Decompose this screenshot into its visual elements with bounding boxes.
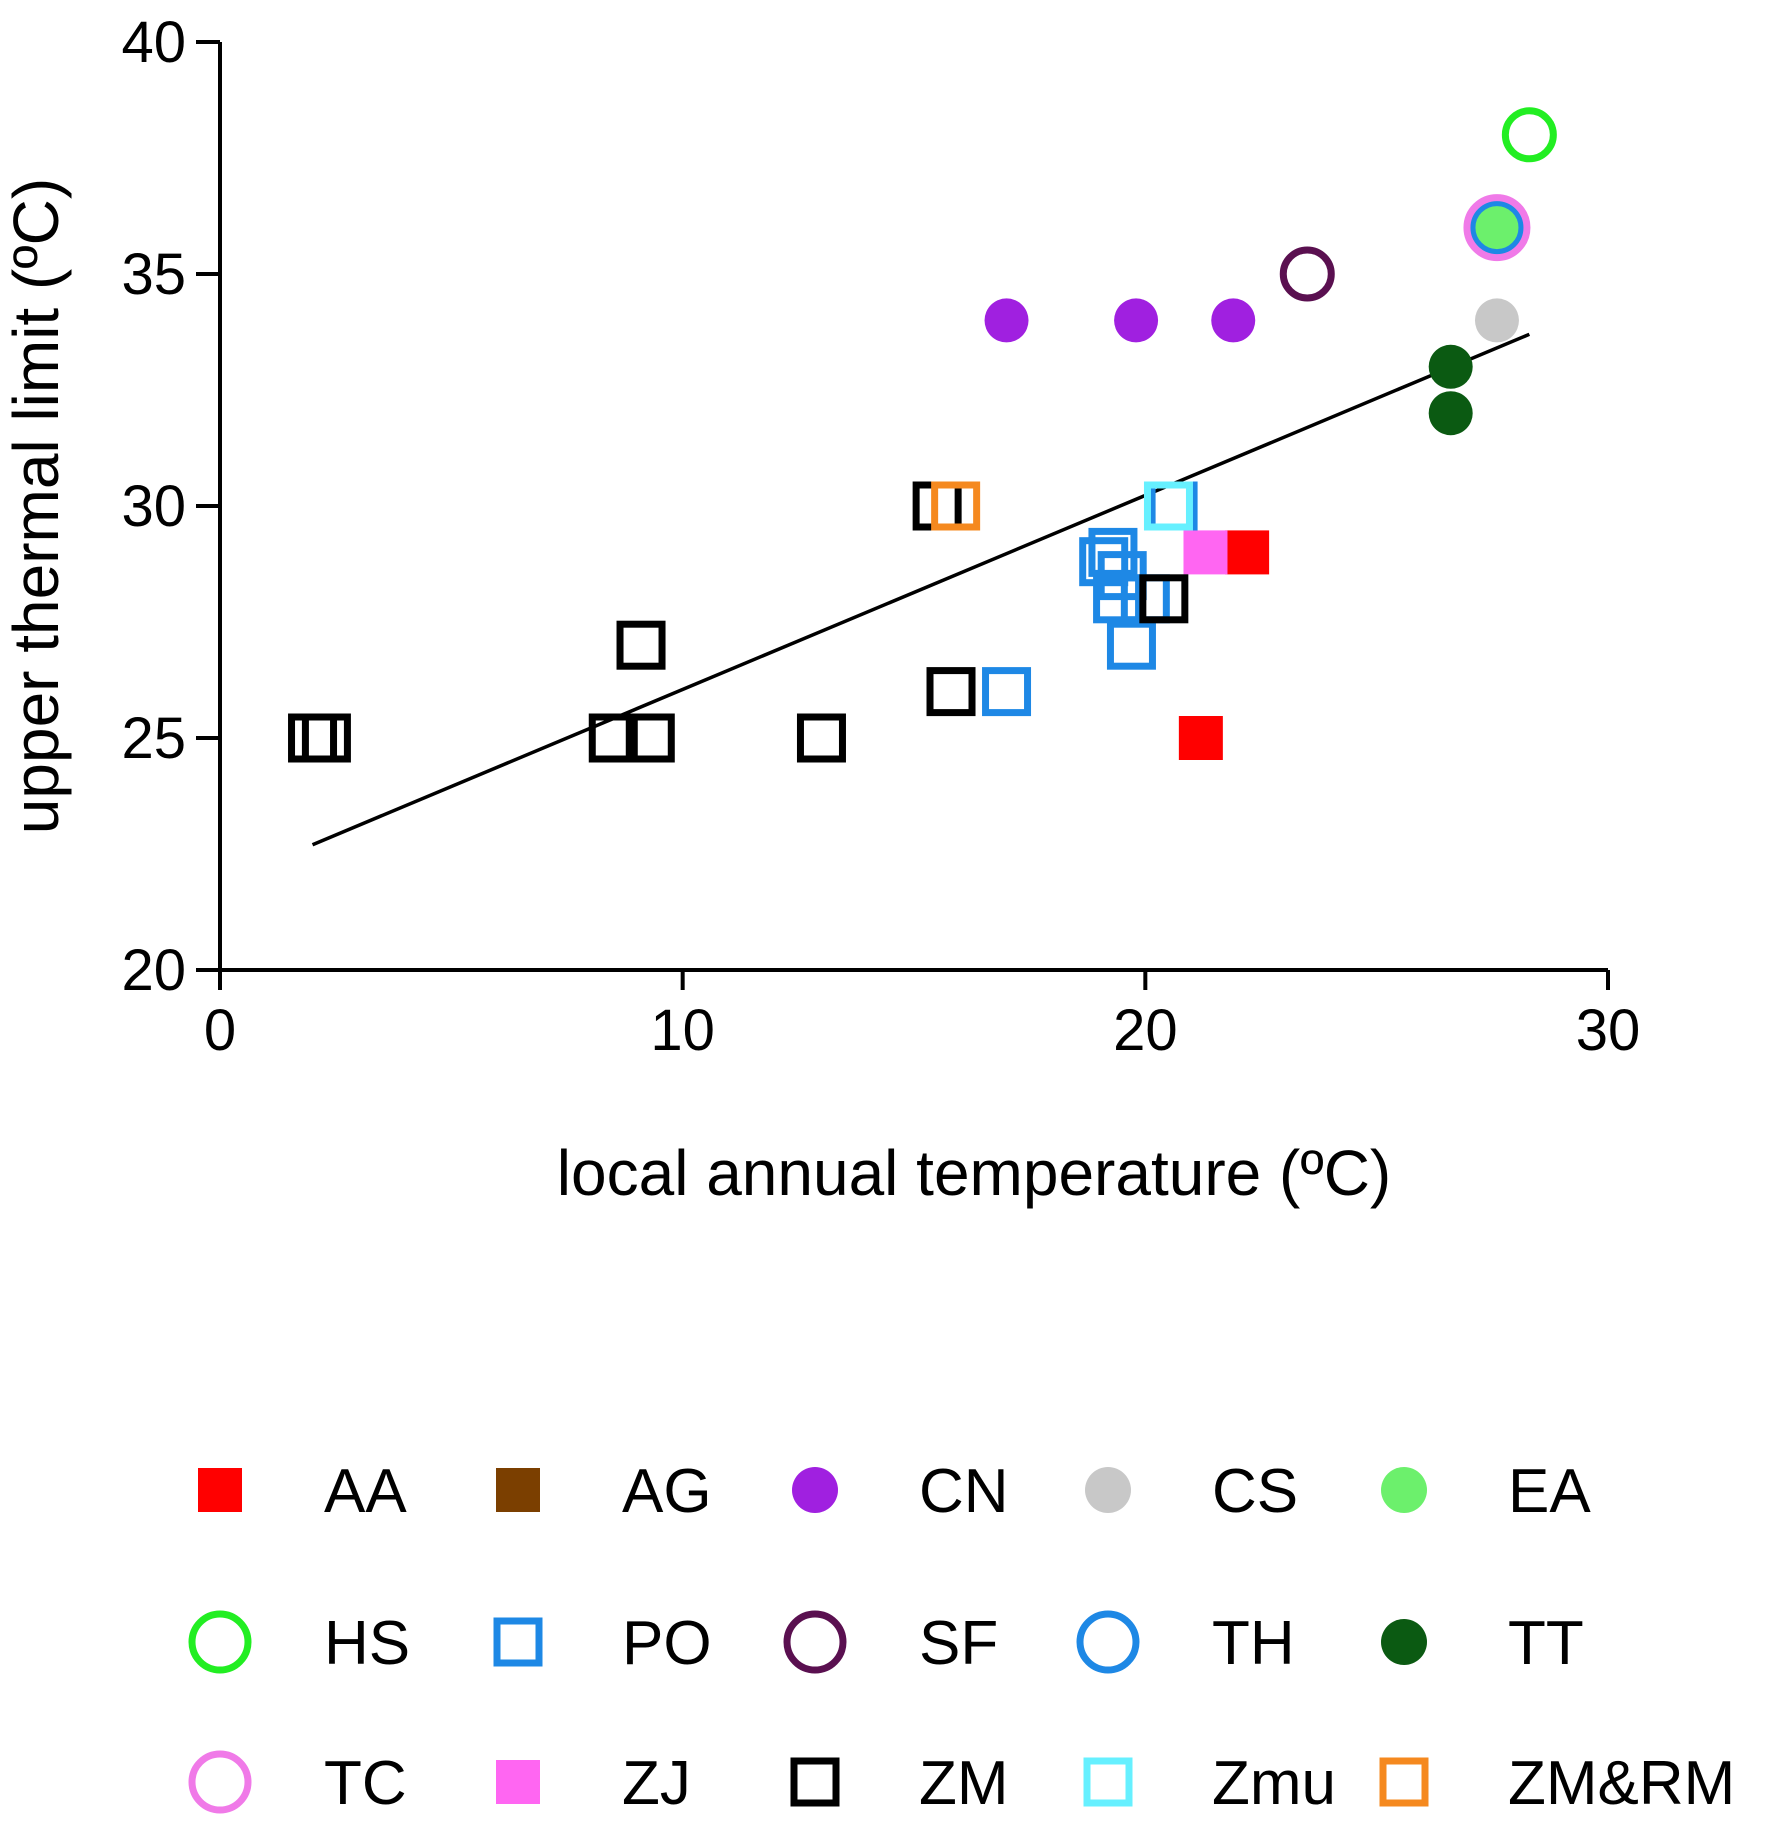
point-zmu: [1143, 481, 1193, 531]
point-cn: [984, 298, 1029, 343]
legend-marker-zm: [790, 1757, 840, 1807]
point-sf: [1279, 246, 1335, 302]
legend-label-zm: ZM: [919, 1749, 1009, 1818]
legend-marker-ag: [496, 1468, 540, 1512]
point-zm: [625, 713, 675, 763]
point-cs: [1474, 298, 1519, 343]
y-ticks: 20 25 30 35 40: [121, 10, 220, 1003]
y-tick-label: 40: [121, 10, 186, 75]
point-po: [1093, 574, 1143, 624]
legend-marker-zj: [496, 1760, 540, 1804]
legend-label-zmu: Zmu: [1212, 1749, 1336, 1818]
point-zj: [1183, 530, 1228, 575]
legend-label-cn: CN: [919, 1457, 1009, 1526]
legend-marker-po: [493, 1617, 543, 1667]
point-zm: [1139, 574, 1189, 624]
legend-label-sf: SF: [919, 1609, 998, 1678]
x-tick-label: 20: [1113, 998, 1178, 1063]
y-tick-label: 30: [121, 474, 186, 539]
legend-marker-tc: [188, 1750, 252, 1814]
legend-label-ea: EA: [1508, 1457, 1591, 1526]
point-aa: [1225, 530, 1270, 575]
point-zm: [301, 713, 351, 763]
point-aa: [1178, 716, 1223, 760]
point-zm: [288, 713, 338, 763]
legend-marker-sf: [783, 1610, 847, 1674]
y-tick-label: 35: [121, 242, 186, 307]
legend-marker-cs: [1085, 1467, 1131, 1513]
legend-label-aa: AA: [324, 1457, 407, 1526]
legend-marker-hs: [188, 1610, 252, 1674]
point-zm: [588, 713, 638, 763]
point-zm: [926, 667, 976, 717]
legend-marker-cn: [792, 1467, 838, 1513]
point-po: [982, 667, 1032, 717]
point-po: [1106, 620, 1156, 670]
point-cn: [1114, 298, 1159, 343]
x-ticks: 0 10 20 30: [204, 970, 1640, 1063]
legend-label-zj: ZJ: [622, 1749, 691, 1818]
x-tick-label: 0: [204, 998, 236, 1063]
y-tick-label: 25: [121, 706, 186, 771]
legend-marker-zm-rm: [1379, 1757, 1429, 1807]
legend-label-po: PO: [622, 1609, 712, 1678]
legend-label-th: TH: [1212, 1609, 1295, 1678]
point-zm: [796, 713, 846, 763]
legend-label-cs: CS: [1212, 1457, 1298, 1526]
legend-marker-th: [1076, 1610, 1140, 1674]
legend-marker-aa: [198, 1468, 242, 1512]
legend-label-zm-rm: ZM&RM: [1508, 1749, 1735, 1818]
legend-label-tc: TC: [324, 1749, 407, 1818]
legend-marker-tt: [1381, 1619, 1427, 1665]
point-tt: [1428, 391, 1473, 436]
x-axis-title: local annual temperature (ºC): [557, 1137, 1391, 1209]
point-cn: [1211, 298, 1256, 343]
point-tt: [1428, 344, 1473, 389]
data-points: [288, 107, 1557, 763]
legend-marker-zmu: [1083, 1757, 1133, 1807]
y-axis-title: upper thermal limit (ºC): [0, 178, 72, 834]
legend-label-tt: TT: [1508, 1609, 1584, 1678]
x-tick-label: 30: [1576, 998, 1641, 1063]
y-tick-label: 20: [121, 938, 186, 1003]
legend-marker-ea: [1381, 1467, 1427, 1513]
x-tick-label: 10: [650, 998, 715, 1063]
point-zm: [616, 620, 666, 670]
point-th: [1468, 199, 1526, 257]
point-zm-rm: [931, 481, 981, 531]
regression-line: [311, 332, 1531, 847]
legend-label-ag: AG: [622, 1457, 712, 1526]
point-tc: [1463, 194, 1531, 262]
point-hs: [1501, 107, 1557, 163]
legend: AA AG CN CS EA HS PO SF TH TT TC ZJ ZM Zmu ZM&RM: [188, 1457, 1735, 1818]
legend-label-hs: HS: [324, 1609, 410, 1678]
point-ea: [1474, 205, 1519, 250]
